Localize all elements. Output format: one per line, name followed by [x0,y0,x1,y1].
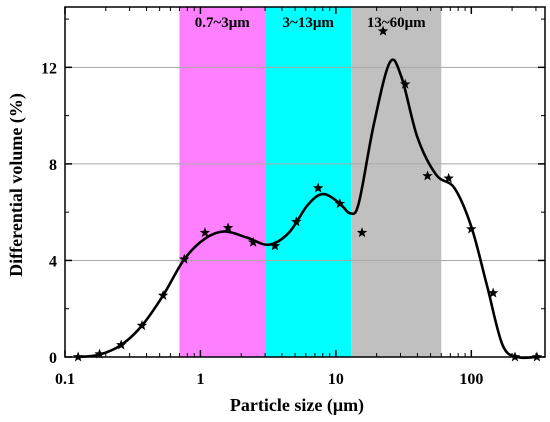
y-tick-label-0: 0 [49,350,57,367]
y-tick-label-1: 4 [49,253,57,270]
data-point-2 [115,339,127,350]
data-point-16 [422,170,433,181]
data-point-3 [136,320,148,331]
x-tick-label-1: 1 [196,371,204,388]
data-point-17 [443,172,454,183]
y-axis-title: Differential volume (%) [6,93,27,277]
data-point-7 [222,222,234,233]
bands-layer: 0.7~3μm 3~13μm 13~60μm [179,7,442,357]
data-point-1 [94,348,105,359]
data-point-6 [199,227,211,238]
data-point-14 [377,25,389,36]
ticks-layer: 0.1 1 10 100 0 4 8 12 [41,7,545,388]
band-0 [179,7,266,357]
band-2 [351,7,442,357]
x-axis-title: Particle size (μm) [230,395,364,416]
data-point-5 [179,253,190,264]
grid-layer [65,66,545,261]
data-point-8 [247,236,259,247]
data-point-18 [466,223,477,234]
band-label-0: 0.7~3μm [195,15,251,31]
data-point-10 [291,216,302,227]
axes-layer [64,6,546,358]
x-tick-label-3: 100 [459,371,483,388]
y-tick-label-2: 8 [49,157,57,174]
plot-frame [64,6,546,358]
x-tick-label-0: 0.1 [55,371,75,388]
band-label-1: 3~13μm [283,15,335,31]
band-1 [265,7,352,357]
data-point-13 [356,227,368,238]
data-point-11 [312,182,324,193]
data-point-9 [269,240,281,251]
band-label-2: 13~60μm [367,15,426,31]
data-point-19 [487,287,499,298]
x-tick-label-2: 10 [328,371,344,388]
y-tick-label-3: 12 [41,60,57,77]
data-point-4 [157,289,169,300]
data-point-12 [334,198,346,209]
data-point-15 [399,78,411,89]
